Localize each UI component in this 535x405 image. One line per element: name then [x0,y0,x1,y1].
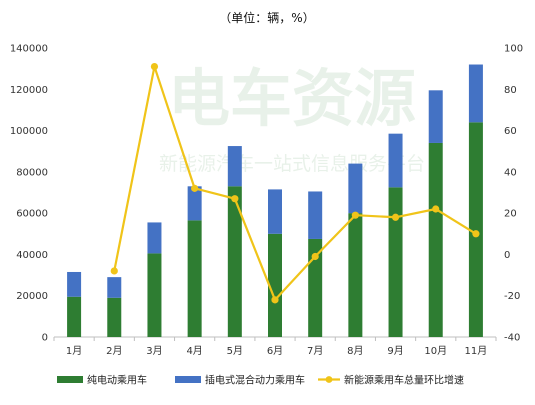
growth-point [191,184,199,192]
bar-phev [388,133,403,188]
bar-phev [308,191,323,239]
bar-bev [268,233,282,337]
legend-swatch-bev [57,376,83,383]
growth-point [271,296,279,304]
bar-phev [348,163,363,214]
bar-bev [348,213,363,337]
y-right-tick-label: 0 [504,250,510,261]
x-tick-label: 10月 [424,345,447,357]
x-tick-label: 4月 [186,345,202,357]
bar-bev [107,297,122,337]
bar-bev [227,186,242,337]
growth-point [311,252,319,261]
bar-phev [187,186,202,221]
growth-line-path [113,65,477,301]
watermark-subtitle: 新能源汽车一站式信息服务平台 [159,153,425,175]
x-tick-label: 6月 [267,345,283,357]
growth-point [110,267,118,275]
y-right-tick-label: -40 [504,333,520,344]
watermark: 电车资源 新能源汽车一站式信息服务平台 [159,62,425,175]
legend-label: 插电式混合动力乘用车 [205,374,305,387]
y-left-tick-label: 20000 [16,291,48,302]
bar-phev [428,90,443,143]
x-tick-label: 7月 [307,345,323,357]
x-tick-label: 5月 [227,345,243,357]
bar-bev [428,142,443,337]
bar-bev [187,220,202,337]
y-left-tick-label: 60000 [16,209,48,220]
bar-phev [147,222,162,254]
y-right-tick-label: 60 [504,126,517,137]
bar-phev [227,146,242,187]
x-tick-label: 3月 [146,345,162,357]
y-left-tick-label: 100000 [10,126,48,137]
growth-point [472,230,480,238]
bar-bev [67,296,82,337]
x-tick-label: 1月 [66,345,82,357]
bar-bev [468,122,483,337]
y-left-tick-label: 0 [42,333,48,344]
legend-swatch-growth-point [325,376,333,383]
y-right-tick-label: 100 [504,44,523,55]
y-right-tick-label: 20 [504,209,517,220]
growth-line [110,62,480,304]
growth-point [351,211,359,219]
bar-bev [147,253,162,337]
y-left-tick-label: 140000 [10,44,48,55]
x-tick-label: 8月 [347,345,363,357]
y-right-tick-label: -20 [504,291,520,302]
y-right-tick-label: 40 [504,167,517,178]
legend-label: 纯电动乘用车 [87,374,147,387]
legend-label: 新能源乘用车总量环比增速 [344,374,464,387]
bars [67,64,483,337]
bar-bev [388,187,403,337]
y-left-tick-label: 80000 [16,167,48,178]
x-tick-label: 11月 [465,345,488,357]
chart-title: （单位：辆，%） [219,10,314,25]
bar-bev [308,238,323,337]
y-left-tick-label: 120000 [10,85,48,96]
x-tick-label: 9月 [387,345,403,357]
watermark-logo-text: 电车资源 [168,62,416,135]
growth-point [231,195,239,203]
bar-phev [268,189,282,234]
growth-point [391,213,400,221]
x-tick-label: 2月 [106,345,122,357]
y-right-tick-label: 80 [504,85,517,96]
growth-point [150,62,159,71]
legend-swatch-phev [175,376,201,383]
growth-point [432,205,440,213]
bar-phev [107,277,122,298]
legend: 纯电动乘用车 插电式混合动力乘用车 新能源乘用车总量环比增速 [57,374,464,387]
y-left-tick-label: 40000 [16,250,48,261]
bar-phev [468,64,483,123]
axes: 0 20000 40000 60000 80000 100000 120000 140000 -… [10,44,523,358]
bar-phev [67,271,82,297]
